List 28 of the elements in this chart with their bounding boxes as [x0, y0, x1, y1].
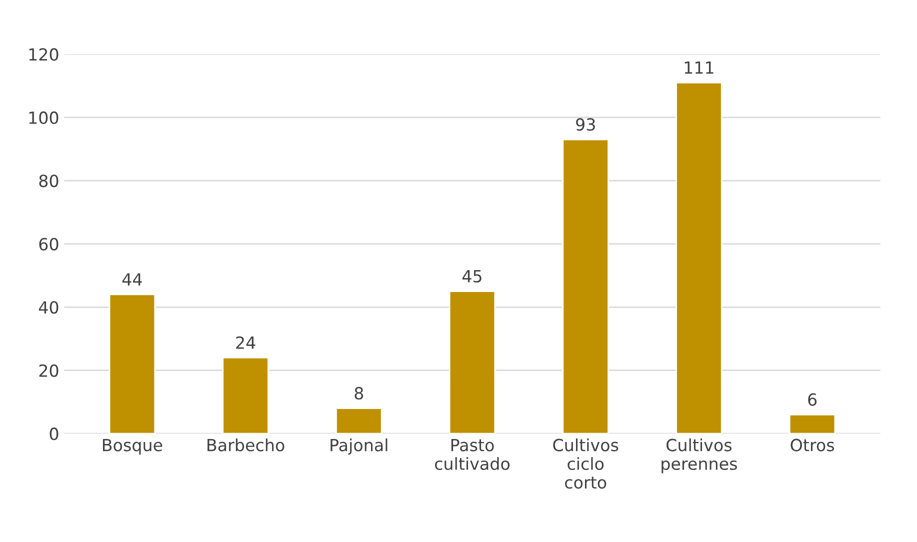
x-tick-label: Otros — [790, 438, 834, 452]
x-tick-label: Cultivos ciclo corto — [553, 438, 618, 489]
x-tick-label: Bosque — [102, 438, 162, 455]
data-label: 8 — [354, 386, 364, 400]
y-tick-label: 60 — [39, 238, 58, 250]
bar — [108, 294, 156, 434]
data-label: 93 — [576, 118, 595, 131]
bar — [336, 408, 382, 434]
data-label: 45 — [462, 270, 482, 283]
data-label: 24 — [236, 336, 256, 349]
bar — [448, 290, 496, 434]
y-tick-label: 120 — [29, 48, 58, 61]
bar — [562, 138, 609, 434]
x-tick-label: Barbecho — [208, 438, 284, 452]
y-tick-label: 100 — [29, 111, 58, 124]
x-tick-label: Pajonal — [330, 438, 388, 455]
y-tick-label: 0 — [50, 428, 58, 440]
y-tick-label: 40 — [38, 301, 58, 314]
x-tick-label: Cultivos perennes — [662, 438, 737, 474]
y-tick-label: 20 — [39, 364, 58, 377]
bar — [676, 82, 722, 434]
x-tick-label: Pasto cultivado — [434, 438, 510, 470]
bar — [788, 414, 836, 434]
y-tick-label: 80 — [39, 174, 58, 188]
data-label: 111 — [684, 61, 714, 74]
bar — [222, 357, 269, 434]
data-label: 44 — [122, 273, 142, 286]
data-label: 6 — [808, 393, 817, 406]
